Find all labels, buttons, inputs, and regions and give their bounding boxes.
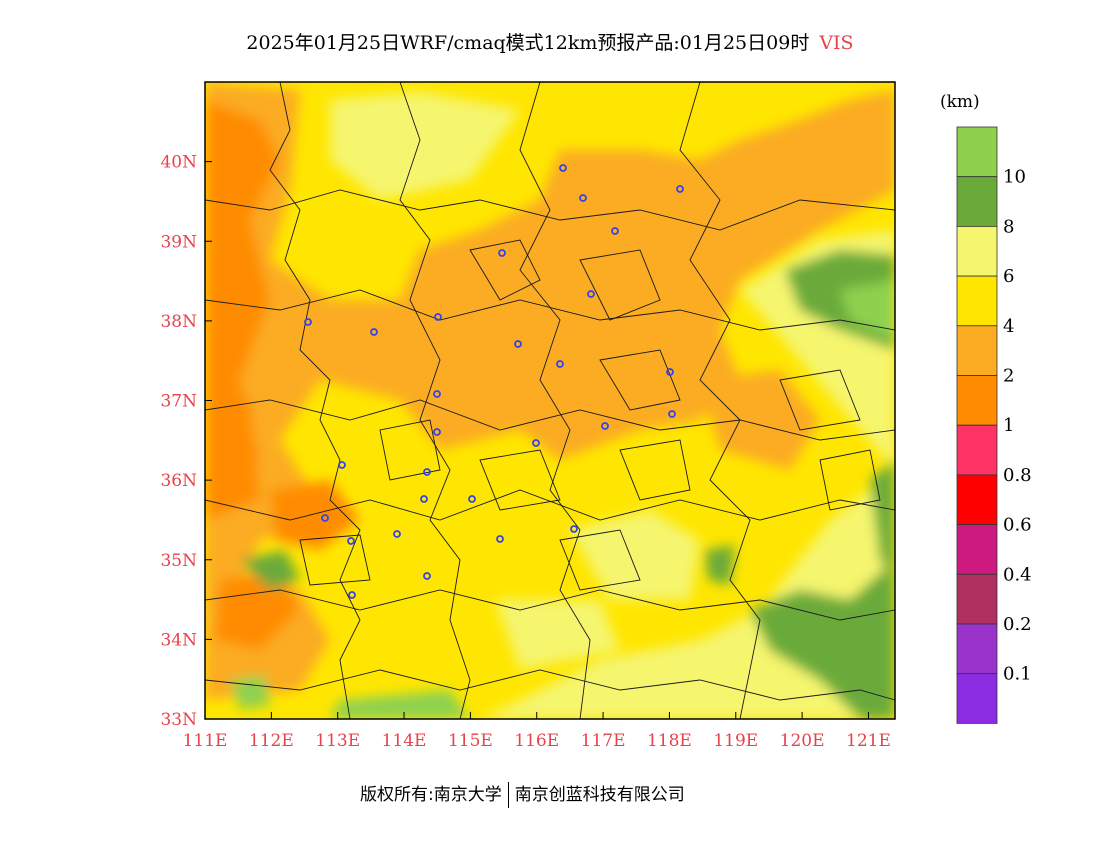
lon-tick-label: 121E <box>846 731 891 751</box>
legend-swatch <box>956 275 998 327</box>
lat-tick-label: 34N <box>160 630 197 650</box>
footer-left: 版权所有:南京大学 <box>360 785 502 805</box>
legend-swatch <box>956 424 998 476</box>
legend-swatch <box>956 474 998 525</box>
legend-level-label: 1 <box>1003 415 1014 436</box>
legend-level-label: 0.8 <box>1003 465 1032 486</box>
longitude-axis: 111E 112E 113E 114E 115E 116E 117E 118E 119E 120E… <box>183 712 891 751</box>
copyright-footer: 版权所有:南京大学 南京创蓝科技有限公司 <box>360 780 685 808</box>
legend-swatch <box>956 623 998 675</box>
lon-tick-label: 119E <box>713 731 758 751</box>
lon-tick-label: 118E <box>647 731 692 751</box>
lat-tick-label: 39N <box>160 232 197 252</box>
map-title: 2025年01月25日WRF/cmaq模式12km预报产品:01月25日09时 V… <box>0 28 1100 55</box>
lat-tick-label: 36N <box>160 471 197 491</box>
legend-unit: (km) <box>940 92 980 112</box>
lon-tick-label: 115E <box>448 731 493 751</box>
legend-level-label: 2 <box>1003 366 1014 387</box>
legend-level-label: 8 <box>1003 216 1014 237</box>
legend-level-label: 4 <box>1003 316 1014 337</box>
lon-tick-label: 112E <box>249 731 294 751</box>
footer-separator <box>507 782 509 808</box>
lat-tick-label: 33N <box>160 710 197 730</box>
legend-swatch <box>956 126 998 178</box>
lat-tick-label: 40N <box>160 153 197 173</box>
legend-swatch <box>956 375 998 426</box>
city-markers <box>304 164 684 599</box>
legend-swatch <box>956 176 998 227</box>
lat-tick-label: 35N <box>160 551 197 571</box>
lon-tick-label: 111E <box>183 731 228 751</box>
lon-tick-label: 120E <box>780 731 825 751</box>
legend-level-label: 0.6 <box>1003 515 1032 536</box>
visibility-field <box>205 82 895 719</box>
legend-swatch <box>956 225 998 277</box>
boundary-lines <box>205 82 895 719</box>
lat-tick-label: 37N <box>160 392 197 412</box>
lon-tick-label: 116E <box>514 731 559 751</box>
legend-level-label: 0.4 <box>1003 564 1032 585</box>
lon-tick-label: 114E <box>382 731 427 751</box>
legend-swatch <box>956 325 998 376</box>
legend-swatch <box>956 573 998 625</box>
legend-swatch <box>956 524 998 575</box>
legend-level-label: 10 <box>1003 167 1026 188</box>
title-main: 2025年01月25日WRF/cmaq模式12km预报产品:01月25日09时 <box>246 32 810 54</box>
legend-level-label: 0.2 <box>1003 614 1032 635</box>
legend-level-label: 0.1 <box>1003 664 1032 685</box>
latitude-axis: 40N 39N 38N 37N 36N 35N 34N 33N <box>160 153 212 730</box>
lon-tick-label: 117E <box>581 731 626 751</box>
lat-tick-label: 38N <box>160 312 197 332</box>
legend-swatch <box>956 673 998 724</box>
color-legend: 10 8 6 4 2 1 0.8 0.6 0.4 0.2 0.1 <box>956 126 1032 724</box>
lon-tick-label: 113E <box>315 731 360 751</box>
legend-level-label: 6 <box>1003 266 1014 287</box>
title-variable: VIS <box>819 32 854 54</box>
footer-right: 南京创蓝科技有限公司 <box>514 785 685 805</box>
